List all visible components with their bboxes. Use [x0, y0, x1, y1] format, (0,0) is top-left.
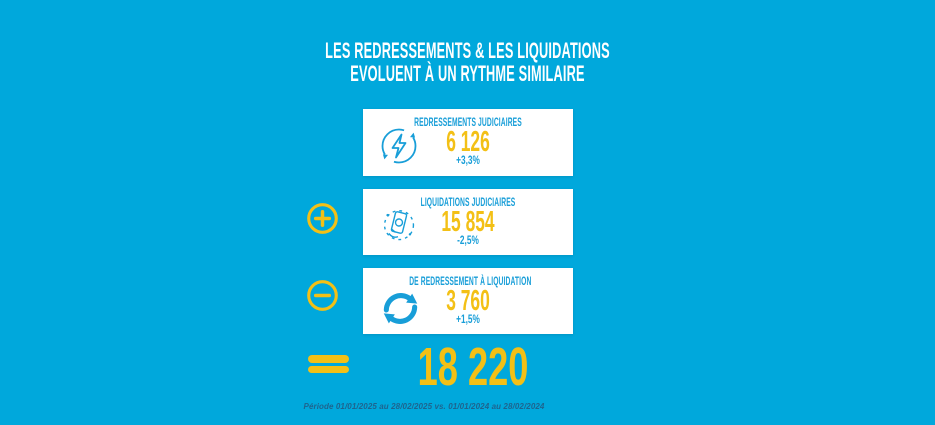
minus-icon — [306, 279, 339, 312]
equals-bar — [308, 365, 349, 373]
stat-card-redressement-a-liquidation: DE REDRESSEMENT À LIQUIDATION 3 760 +1,5… — [363, 268, 573, 334]
title-line-1: LES REDRESSEMENTS & LES LIQUIDATIONS — [325, 38, 610, 63]
stat-value: 3 760 — [446, 285, 490, 317]
equals-bar — [308, 355, 349, 363]
stat-card-liquidations: LIQUIDATIONS JUDICIAIRES 15 854 -2,5% — [363, 189, 573, 255]
stat-label: REDRESSEMENTS JUDICIAIRES — [414, 115, 522, 129]
plus-icon — [306, 202, 339, 235]
transfer-arrows-icon — [379, 287, 422, 330]
stat-change: +1,5% — [456, 314, 480, 326]
title-line-2: EVOLUENT À UN RYTHME SIMILAIRE — [350, 61, 585, 86]
hand-banknote-cycle-icon — [378, 205, 420, 247]
stat-change: -2,5% — [457, 235, 479, 247]
stat-card-redressements: REDRESSEMENTS JUDICIAIRES 6 126 +3,3% — [363, 109, 573, 176]
period-note: Période 01/01/2025 au 28/02/2025 vs. 01/… — [303, 402, 545, 411]
equals-icon — [308, 355, 349, 373]
lightning-cycle-icon — [376, 123, 422, 169]
stat-change: +3,3% — [456, 155, 480, 167]
total-value: 18 220 — [417, 337, 529, 397]
stat-label: LIQUIDATIONS JUDICIAIRES — [420, 195, 516, 209]
stat-value: 6 126 — [446, 126, 490, 158]
page-title: LES REDRESSEMENTS & LES LIQUIDATIONS EVO… — [0, 39, 935, 85]
stat-label: DE REDRESSEMENT À LIQUIDATION — [409, 274, 532, 288]
stat-value: 15 854 — [441, 206, 495, 238]
